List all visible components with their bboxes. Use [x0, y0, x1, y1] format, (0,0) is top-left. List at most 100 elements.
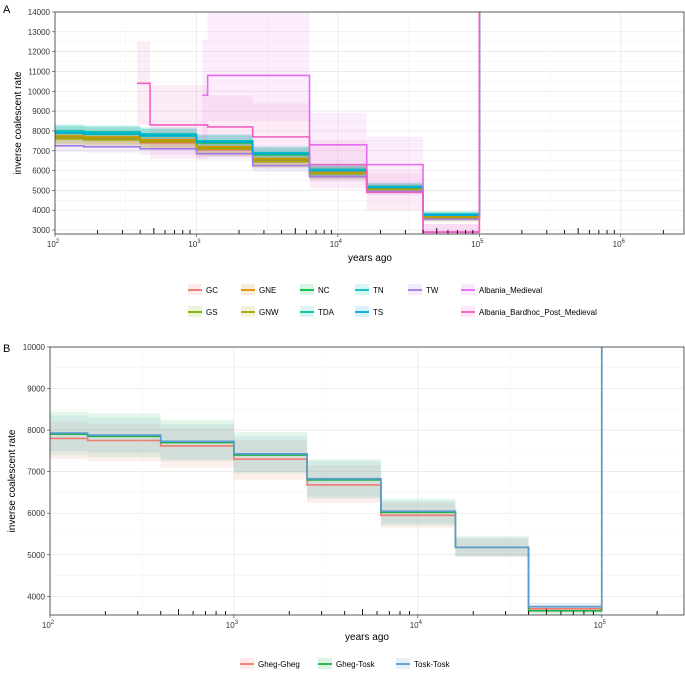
panel-a-gridlines	[54, 11, 684, 234]
y-tick-label: 13000	[28, 28, 51, 37]
x-tick-exponent: 6	[622, 239, 626, 245]
y-tick-label: 8000	[32, 127, 50, 136]
legend-item: GC	[188, 284, 218, 295]
legend-label: GC	[206, 286, 218, 295]
y-tick-label: 6000	[27, 509, 45, 518]
ci-band-gheg-gheg	[160, 428, 234, 468]
legend-label: GNW	[259, 308, 279, 317]
legend-label: TS	[373, 308, 383, 317]
x-tick-exponent: 4	[419, 620, 423, 626]
y-tick-label: 12000	[28, 48, 51, 57]
ci-band-gheg-gheg	[307, 465, 381, 503]
legend-label: TDA	[318, 308, 335, 317]
legend-item: GNE	[241, 284, 276, 295]
y-tick-label: 3000	[32, 226, 50, 235]
panel-a-label: A	[3, 4, 11, 16]
legend-label: Tosk-Tosk	[414, 660, 451, 669]
legend-item: TW	[408, 284, 439, 295]
x-tick-exponent: 2	[51, 620, 55, 626]
panel-a-frame	[54, 11, 685, 235]
legend-item: Gheg-Gheg	[240, 658, 300, 669]
legend-item: Albania_Medieval	[461, 284, 542, 295]
legend-item: TDA	[300, 306, 335, 317]
panel-b-y-axis-label: inverse coalescent rate	[7, 429, 18, 532]
legend-label: NC	[318, 286, 330, 295]
x-tick-label: 105	[594, 620, 607, 630]
x-tick-label: 102	[47, 239, 60, 249]
legend-label: Albania_Medieval	[479, 286, 542, 295]
y-tick-label: 11000	[28, 67, 50, 76]
legend-item: TN	[355, 284, 384, 295]
ci-band-gheg-gheg	[50, 421, 88, 460]
legend-item: Tosk-Tosk	[396, 658, 451, 669]
x-tick-base: 10	[47, 240, 56, 249]
panel-a-series-lines	[55, 12, 481, 233]
x-tick-base: 10	[188, 240, 197, 249]
y-tick-label: 14000	[28, 8, 51, 17]
panel-a-plot-area	[55, 12, 684, 234]
x-tick-label: 103	[226, 620, 239, 630]
legend-label: TN	[373, 286, 384, 295]
legend-item: TS	[355, 306, 383, 317]
legend-label: GNE	[259, 286, 276, 295]
x-tick-base: 10	[226, 621, 235, 630]
ci-band-albania-bardhoc-post-medieval	[252, 103, 310, 167]
panel-a: A 3000 4000 5000 6000 7000 8000 9000 10000 11000…	[3, 4, 685, 317]
x-tick-label: 106	[613, 239, 626, 249]
x-tick-base: 10	[594, 621, 603, 630]
y-tick-label: 7000	[27, 468, 45, 477]
y-tick-label: 4000	[27, 592, 45, 601]
y-tick-label: 9000	[27, 385, 45, 394]
panel-b-frame	[49, 346, 685, 616]
x-tick-label: 105	[471, 239, 484, 249]
ci-band-gheg-tosk	[233, 432, 308, 474]
panel-a-legend: GC GS GNE GNW NC TDA TN TS TW Albania_Medieval Alb…	[188, 284, 597, 317]
x-tick-exponent: 3	[235, 620, 239, 626]
y-tick-label: 7000	[32, 147, 50, 156]
y-tick-label: 5000	[27, 551, 45, 560]
y-tick-label: 4000	[32, 206, 50, 215]
x-tick-base: 10	[330, 240, 339, 249]
y-tick-label: 6000	[32, 167, 50, 176]
x-tick-base: 10	[471, 240, 480, 249]
legend-item: GS	[188, 306, 218, 317]
y-tick-label: 10000	[28, 87, 51, 96]
y-tick-label: 5000	[32, 186, 50, 195]
y-tick-label: 8000	[27, 426, 45, 435]
panel-b-x-axis-label: years ago	[345, 632, 389, 643]
legend-label: TW	[426, 286, 439, 295]
ci-band-albania-medieval	[366, 136, 424, 191]
series-line-albania-bardhoc-post-medieval	[137, 12, 481, 233]
ci-band-albania-bardhoc-post-medieval	[423, 224, 480, 234]
y-tick-label: 10000	[23, 343, 46, 352]
x-tick-exponent: 2	[56, 239, 60, 245]
series-line-tosk-tosk	[50, 347, 603, 608]
panel-b-series-lines	[50, 347, 603, 612]
legend-label: Albania_Bardhoc_Post_Medieval	[479, 308, 597, 317]
x-tick-label: 104	[330, 239, 343, 249]
y-tick-label: 9000	[32, 107, 50, 116]
x-tick-label: 102	[42, 620, 55, 630]
panel-a-axis-ticks: 3000 4000 5000 6000 7000 8000 9000 10000 11000 12…	[28, 8, 664, 249]
x-tick-base: 10	[42, 621, 51, 630]
x-tick-base: 10	[613, 240, 622, 249]
x-tick-exponent: 5	[480, 239, 484, 245]
legend-item: NC	[300, 284, 330, 295]
x-tick-label: 103	[188, 239, 201, 249]
panel-a-x-axis-label: years ago	[348, 253, 392, 264]
x-tick-exponent: 3	[197, 239, 201, 245]
ci-band-albania-medieval	[309, 113, 367, 173]
ci-band-gheg-gheg	[233, 440, 308, 480]
legend-label: Gheg-Gheg	[258, 660, 300, 669]
legend-item: GNW	[241, 306, 279, 317]
legend-label: GS	[206, 308, 218, 317]
x-tick-label: 104	[410, 620, 423, 630]
ci-band-gheg-gheg	[87, 423, 161, 462]
x-tick-base: 10	[410, 621, 419, 630]
panel-b-label: B	[3, 343, 10, 355]
ci-band-gheg-tosk	[455, 536, 529, 557]
ci-band-albania-medieval	[207, 12, 310, 122]
